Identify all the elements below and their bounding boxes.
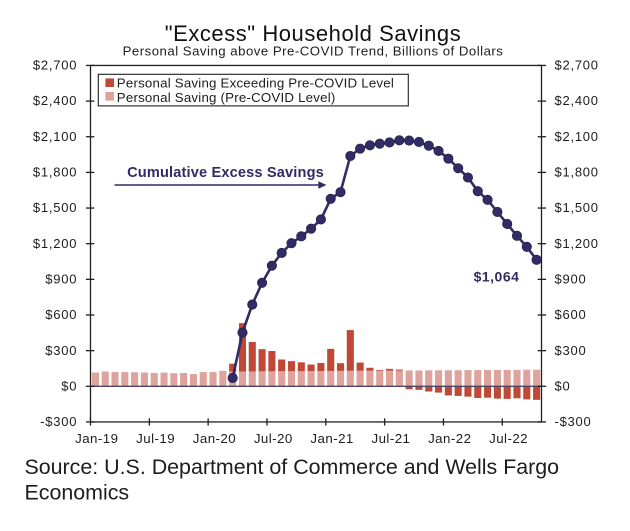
svg-text:$1,800: $1,800 — [33, 165, 77, 180]
svg-text:$2,700: $2,700 — [555, 58, 599, 73]
svg-text:Jul-22: Jul-22 — [489, 431, 528, 446]
svg-text:Jan-22: Jan-22 — [428, 431, 471, 446]
svg-text:Personal Saving (Pre-COVID Lev: Personal Saving (Pre-COVID Level) — [117, 90, 336, 105]
svg-text:$1,800: $1,800 — [555, 165, 599, 180]
svg-text:$900: $900 — [45, 271, 77, 286]
svg-text:$0: $0 — [555, 378, 571, 393]
svg-text:-$300: -$300 — [555, 414, 592, 429]
svg-text:Jul-21: Jul-21 — [371, 431, 410, 446]
svg-text:-$300: -$300 — [40, 414, 77, 429]
svg-text:$2,700: $2,700 — [33, 58, 77, 73]
svg-text:Cumulative Excess Savings: Cumulative Excess Savings — [127, 165, 324, 181]
svg-text:$1,064: $1,064 — [474, 269, 520, 285]
svg-text:$1,500: $1,500 — [555, 200, 599, 215]
svg-text:Personal Saving above Pre-COVI: Personal Saving above Pre-COVID Trend, B… — [123, 43, 504, 58]
svg-text:$1,500: $1,500 — [33, 200, 77, 215]
svg-text:Jul-19: Jul-19 — [136, 431, 175, 446]
svg-text:Economics: Economics — [25, 481, 130, 505]
svg-text:$900: $900 — [555, 271, 587, 286]
svg-text:"Excess" Household Savings: "Excess" Household Savings — [165, 21, 462, 46]
svg-text:$1,200: $1,200 — [555, 236, 599, 251]
svg-text:$0: $0 — [61, 378, 77, 393]
svg-text:Jan-20: Jan-20 — [193, 431, 236, 446]
svg-text:Jul-20: Jul-20 — [254, 431, 293, 446]
svg-text:$300: $300 — [555, 343, 587, 358]
svg-text:Jan-21: Jan-21 — [310, 431, 353, 446]
svg-text:$300: $300 — [45, 343, 77, 358]
svg-text:$2,400: $2,400 — [33, 93, 77, 108]
svg-text:$2,400: $2,400 — [555, 93, 599, 108]
svg-text:$600: $600 — [555, 307, 587, 322]
svg-text:$2,100: $2,100 — [555, 129, 599, 144]
svg-text:Source: U.S. Department of Com: Source: U.S. Department of Commerce and … — [25, 455, 560, 479]
svg-text:Personal Saving Exceeding Pre-: Personal Saving Exceeding Pre-COVID Leve… — [117, 76, 394, 91]
svg-text:$1,200: $1,200 — [33, 236, 77, 251]
svg-text:Jan-19: Jan-19 — [75, 431, 118, 446]
svg-text:$600: $600 — [45, 307, 77, 322]
svg-text:$2,100: $2,100 — [33, 129, 77, 144]
